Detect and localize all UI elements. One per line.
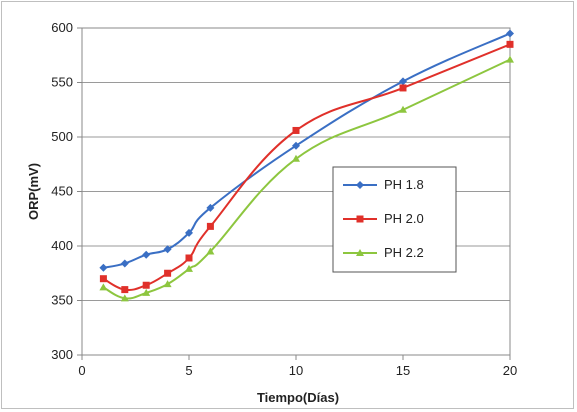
y-tick-label-450: 450 [51,184,73,199]
data-point-ph-1-8-5 [185,228,193,237]
data-point-ph-2-0-3 [142,281,150,289]
data-point-ph-2-2-5 [185,264,193,272]
data-point-ph-2-2-3 [142,288,151,296]
legend-marker-ph-2-2 [356,249,364,256]
legend-marker-ph-2-0 [356,215,364,223]
legend-entry-ph-1-8: PH 1.8 [343,177,424,192]
data-point-ph-2-2-10 [292,154,300,162]
data-point-ph-1-8-3 [142,250,151,259]
y-axis-ticks: 300 350 400 450 500 550 600 [51,20,82,362]
series-ph-1-8 [99,29,514,272]
data-point-ph-2-0-6 [206,222,214,230]
legend-entry-ph-2-0: PH 2.0 [343,211,424,226]
legend-label-ph-1-8: PH 1.8 [384,177,424,192]
data-point-ph-1-8-20 [506,29,514,38]
x-tick-label-10: 10 [289,363,303,378]
data-point-ph-2-0-15 [399,84,407,92]
y-tick-label-400: 400 [51,238,73,253]
x-tick-label-5: 5 [185,363,192,378]
series-line-ph-2-2 [102,58,511,300]
data-point-ph-2-0-10 [292,126,300,134]
data-point-ph-1-8-1 [99,263,108,272]
y-tick-label-600: 600 [51,20,73,35]
data-point-ph-2-0-4 [164,269,172,277]
series-ph-2-2 [99,55,514,302]
data-point-ph-1-8-15 [399,77,407,86]
series-line-ph-1-8 [103,32,511,269]
data-point-ph-2-0-5 [185,254,193,262]
data-point-ph-1-8-6 [206,203,215,212]
x-tick-label-0: 0 [78,363,85,378]
y-tick-label-350: 350 [51,293,73,308]
data-point-ph-1-8-4 [163,245,172,254]
data-point-ph-2-0-20 [506,40,514,48]
data-point-ph-1-8-10 [292,141,300,150]
x-tick-label-15: 15 [396,363,410,378]
legend-marker-ph-1-8 [356,181,364,189]
x-axis-label: Tiempo(Días) [257,390,339,405]
y-axis-label: ORP(mV) [26,163,41,220]
x-axis-ticks: 0 5 10 15 20 [78,355,517,378]
data-point-ph-2-2-6 [206,247,215,255]
series-ph-2-0 [99,40,514,294]
data-point-ph-2-0-2 [121,286,129,294]
data-point-ph-2-2-2 [120,294,129,302]
data-point-ph-2-0-1 [99,275,107,283]
data-point-ph-2-2-15 [399,105,407,113]
legend: PH 1.8 PH 2.0 PH 2.2 [332,166,457,273]
y-tick-label-550: 550 [51,75,73,90]
series-group [99,29,514,302]
data-point-ph-2-2-20 [506,55,514,63]
legend-label-ph-2-0: PH 2.0 [384,211,424,226]
legend-label-ph-2-2: PH 2.2 [384,245,424,260]
y-tick-label-500: 500 [51,129,73,144]
data-point-ph-2-2-4 [163,280,172,288]
data-point-ph-2-2-1 [99,283,108,291]
x-tick-label-20: 20 [503,363,517,378]
legend-entry-ph-2-2: PH 2.2 [343,245,424,260]
y-tick-label-300: 300 [51,347,73,362]
data-point-ph-1-8-2 [120,259,129,268]
series-line-ph-2-0 [102,43,511,291]
